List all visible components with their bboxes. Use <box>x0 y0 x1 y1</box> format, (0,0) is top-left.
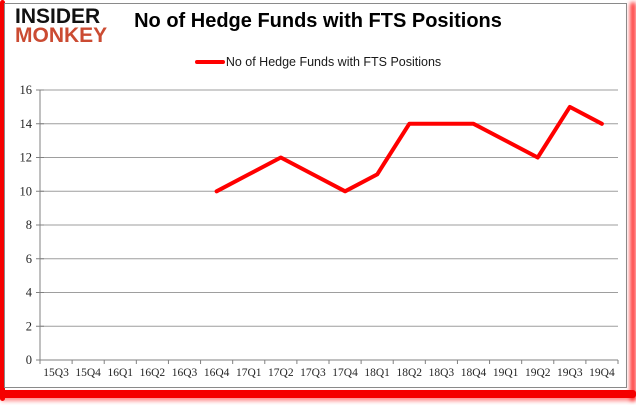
legend-label: No of Hedge Funds with FTS Positions <box>225 55 442 69</box>
x-tick-label: 18Q2 <box>396 367 422 379</box>
red-frame-left <box>0 0 5 401</box>
x-tick-label: 18Q4 <box>461 367 487 379</box>
x-tick-label: 19Q1 <box>493 367 519 379</box>
y-tick-label: 0 <box>26 353 32 367</box>
x-tick-label: 15Q4 <box>75 367 101 379</box>
red-frame-bottom <box>0 390 636 398</box>
y-tick-label: 10 <box>20 184 33 198</box>
x-tick-label: 16Q1 <box>107 367 133 379</box>
red-frame-right <box>630 2 636 401</box>
y-tick-label: 8 <box>26 218 32 232</box>
y-tick-label: 16 <box>20 83 33 97</box>
y-tick-label: 12 <box>20 151 33 165</box>
x-tick-label: 16Q3 <box>172 367 198 379</box>
x-tick-label: 17Q1 <box>236 367 262 379</box>
y-tick-label: 4 <box>26 286 33 300</box>
x-tick-label: 17Q3 <box>300 367 326 379</box>
logo-line-insider: INSIDER <box>15 5 101 28</box>
x-tick-label: 16Q4 <box>204 367 230 379</box>
x-tick-label: 19Q3 <box>557 367 583 379</box>
y-tick-label: 14 <box>20 117 33 131</box>
x-tick-label: 19Q2 <box>525 367 551 379</box>
x-tick-label: 17Q4 <box>332 367 358 379</box>
x-tick-label: 17Q2 <box>268 367 294 379</box>
chart-title: No of Hedge Funds with FTS Positions <box>134 10 502 32</box>
series-line <box>214 104 604 194</box>
legend-line-marker <box>194 60 225 64</box>
y-tick-label: 2 <box>26 319 32 333</box>
x-tick-label: 19Q4 <box>589 367 615 379</box>
x-tick-label: 15Q3 <box>43 367 69 379</box>
x-tick-label: 18Q3 <box>429 367 455 379</box>
x-tick-label: 16Q2 <box>140 367 166 379</box>
legend: No of Hedge Funds with FTS Positions <box>0 55 636 69</box>
logo-line-monkey: MONKEY <box>15 24 108 48</box>
insider-monkey-logo: INSIDER MONKEY <box>15 5 108 48</box>
x-tick-label: 18Q1 <box>364 367 390 379</box>
y-tick-label: 6 <box>26 252 32 266</box>
